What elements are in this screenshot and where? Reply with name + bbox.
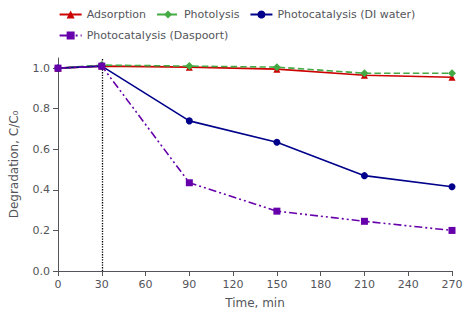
svg-text:0.6: 0.6 <box>33 143 51 156</box>
svg-text:90: 90 <box>182 278 196 291</box>
svg-text:Photocatalysis (Daspoort): Photocatalysis (Daspoort) <box>87 29 229 42</box>
svg-text:1.0: 1.0 <box>33 62 51 75</box>
svg-text:Degradation, C/C₀: Degradation, C/C₀ <box>7 110 21 218</box>
svg-text:270: 270 <box>442 278 463 291</box>
svg-text:120: 120 <box>223 278 244 291</box>
svg-text:0.8: 0.8 <box>33 102 51 115</box>
svg-text:180: 180 <box>310 278 331 291</box>
svg-text:Photolysis: Photolysis <box>184 8 240 21</box>
svg-text:0: 0 <box>55 278 62 291</box>
svg-text:Adsorption: Adsorption <box>87 8 146 21</box>
svg-text:Photocatalysis (DI water): Photocatalysis (DI water) <box>277 8 415 21</box>
svg-text:0.4: 0.4 <box>33 183 51 196</box>
svg-text:150: 150 <box>266 278 287 291</box>
svg-text:30: 30 <box>95 278 109 291</box>
svg-text:210: 210 <box>354 278 375 291</box>
svg-text:0.2: 0.2 <box>33 224 51 237</box>
svg-text:0.0: 0.0 <box>33 265 51 278</box>
svg-text:60: 60 <box>139 278 153 291</box>
svg-text:Time, min: Time, min <box>224 296 285 310</box>
svg-text:240: 240 <box>398 278 419 291</box>
